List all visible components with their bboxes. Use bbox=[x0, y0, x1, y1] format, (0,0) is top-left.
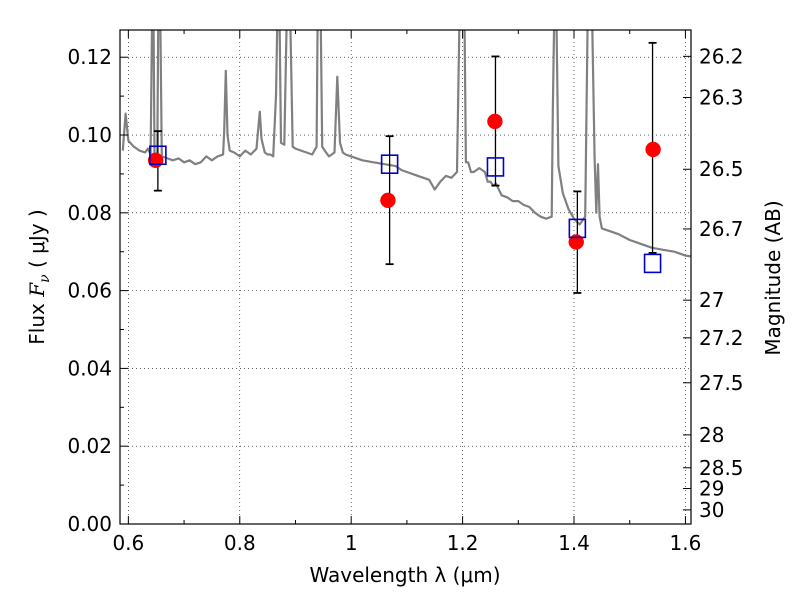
magnitude-tick-label: 29 bbox=[699, 477, 724, 501]
x-tick-label: 0.6 bbox=[112, 531, 144, 555]
magnitude-tick-label: 26.5 bbox=[699, 157, 744, 181]
errorbar-layer bbox=[153, 41, 657, 294]
y-axis-title-subscript: ν bbox=[37, 274, 53, 283]
x-tick-labels: 0.6 0.8 1 1.2 1.4 1.6 bbox=[112, 531, 701, 555]
x-tick-label: 1 bbox=[345, 531, 358, 555]
model-photometry-square bbox=[568, 218, 587, 239]
magnitude-tick-label: 26.3 bbox=[699, 85, 744, 109]
y-axis-title-symbol: F bbox=[25, 282, 49, 298]
x-tick-label: 1.6 bbox=[670, 531, 702, 555]
observed-point bbox=[645, 141, 661, 158]
x-tick-label: 1.4 bbox=[558, 531, 590, 555]
model-photometry-square bbox=[380, 154, 399, 174]
observed-point bbox=[380, 192, 396, 209]
magnitude-tick-label: 27.2 bbox=[699, 326, 744, 350]
model-photometry-square bbox=[643, 253, 662, 274]
magnitude-tick-label: 28 bbox=[699, 423, 724, 447]
y-tick-label: 0.04 bbox=[67, 356, 112, 380]
y-axis-title-prefix: Flux bbox=[25, 297, 49, 345]
magnitude-tick-label: 26.2 bbox=[699, 44, 744, 68]
y-tick-labels: 0.00 0.02 0.04 0.06 0.08 0.10 0.12 bbox=[67, 45, 112, 536]
x-tick-label: 1.2 bbox=[447, 531, 479, 555]
observed-point bbox=[487, 113, 503, 130]
y-tick-label: 0.12 bbox=[67, 45, 112, 69]
model-photometry-layer bbox=[149, 145, 662, 274]
y-tick-label: 0.02 bbox=[67, 434, 112, 458]
model-photometry-square bbox=[486, 157, 505, 177]
tick-marks bbox=[120, 30, 691, 525]
y-tick-label: 0.06 bbox=[67, 279, 112, 303]
model-spectrum-layer bbox=[121, 30, 691, 258]
y-tick-label: 0.08 bbox=[67, 201, 112, 225]
magnitude-tick-label: 30 bbox=[699, 498, 724, 522]
y-tick-label: 0.10 bbox=[67, 123, 112, 147]
x-axis-title: Wavelength λ (μm) bbox=[309, 563, 500, 587]
magnitude-tick-label: 27.5 bbox=[699, 371, 744, 395]
model-spectrum-line bbox=[121, 30, 691, 258]
magnitude-tick-label: 27 bbox=[699, 288, 724, 312]
y-tick-label: 0.00 bbox=[67, 512, 112, 536]
y-axis-title-suffix: ( μJy ) bbox=[25, 209, 49, 274]
y-axis-title: Flux Fν ( μJy ) bbox=[25, 209, 53, 344]
model-photometry-square bbox=[149, 145, 167, 166]
x-tick-label: 0.8 bbox=[224, 531, 256, 555]
grid-lines bbox=[120, 30, 691, 525]
magnitude-tick-label: 26.7 bbox=[699, 217, 744, 241]
y2-axis-title: Magnitude (AB) bbox=[761, 200, 785, 355]
magnitude-tick-label: 28.5 bbox=[699, 456, 744, 480]
plot-frame bbox=[119, 29, 692, 525]
observed-point bbox=[568, 234, 584, 250]
